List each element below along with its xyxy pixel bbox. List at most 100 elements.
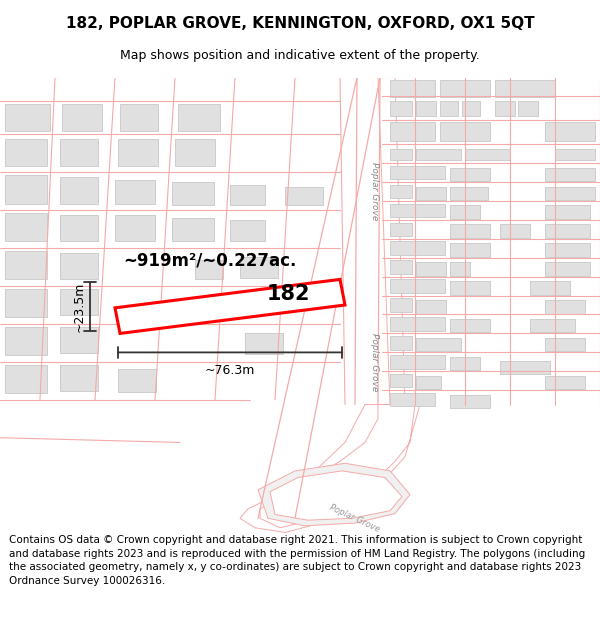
- Text: Contains OS data © Crown copyright and database right 2021. This information is : Contains OS data © Crown copyright and d…: [9, 535, 585, 586]
- Text: ~23.5m: ~23.5m: [73, 281, 86, 332]
- Bar: [450, 186, 488, 200]
- Bar: [118, 139, 158, 166]
- Bar: [500, 224, 530, 238]
- Bar: [450, 224, 490, 238]
- Bar: [555, 149, 595, 160]
- Bar: [390, 318, 445, 331]
- Bar: [450, 357, 480, 371]
- Bar: [390, 222, 412, 236]
- Bar: [5, 327, 47, 355]
- Bar: [285, 186, 323, 206]
- Bar: [545, 168, 595, 181]
- Bar: [60, 289, 98, 316]
- Bar: [230, 184, 265, 206]
- Bar: [416, 300, 446, 314]
- Bar: [118, 369, 156, 392]
- Bar: [450, 168, 490, 181]
- Bar: [545, 224, 590, 238]
- Bar: [60, 177, 98, 204]
- Bar: [60, 215, 98, 241]
- Bar: [390, 279, 445, 292]
- Bar: [390, 336, 412, 349]
- Bar: [195, 261, 223, 279]
- Bar: [495, 81, 555, 98]
- Bar: [390, 149, 412, 160]
- Bar: [390, 374, 412, 388]
- Bar: [390, 101, 412, 116]
- Bar: [60, 253, 98, 279]
- Bar: [545, 186, 595, 200]
- Bar: [450, 319, 490, 332]
- Bar: [390, 393, 435, 406]
- Bar: [440, 122, 490, 141]
- Text: 182, POPLAR GROVE, KENNINGTON, OXFORD, OX1 5QT: 182, POPLAR GROVE, KENNINGTON, OXFORD, O…: [65, 16, 535, 31]
- Bar: [245, 334, 283, 354]
- Bar: [172, 182, 214, 206]
- Bar: [390, 355, 445, 369]
- Text: Poplar Grove: Poplar Grove: [370, 332, 379, 391]
- Bar: [5, 175, 47, 204]
- Bar: [450, 395, 490, 408]
- Bar: [390, 166, 445, 179]
- Bar: [416, 338, 461, 351]
- Bar: [518, 101, 538, 116]
- Bar: [462, 101, 480, 116]
- Bar: [5, 365, 47, 393]
- Bar: [440, 101, 458, 116]
- Polygon shape: [258, 463, 410, 526]
- Bar: [390, 122, 435, 141]
- Text: Map shows position and indicative extent of the property.: Map shows position and indicative extent…: [120, 49, 480, 62]
- Bar: [390, 241, 445, 255]
- Bar: [450, 281, 490, 294]
- Bar: [545, 262, 590, 276]
- Bar: [5, 213, 47, 241]
- Bar: [545, 206, 590, 219]
- Polygon shape: [115, 279, 345, 334]
- Bar: [545, 300, 585, 314]
- Bar: [495, 101, 515, 116]
- Text: Poplar Grove: Poplar Grove: [328, 503, 382, 534]
- Bar: [120, 104, 158, 131]
- Bar: [440, 81, 490, 98]
- Bar: [450, 262, 470, 276]
- Bar: [62, 104, 102, 131]
- Polygon shape: [270, 471, 402, 520]
- Bar: [545, 122, 595, 141]
- Bar: [60, 327, 98, 353]
- Bar: [5, 251, 47, 279]
- Text: ~76.3m: ~76.3m: [205, 364, 255, 377]
- Bar: [115, 215, 155, 241]
- Bar: [450, 206, 480, 219]
- Bar: [390, 81, 435, 98]
- Bar: [416, 262, 446, 276]
- Bar: [60, 365, 98, 391]
- Bar: [545, 338, 585, 351]
- Bar: [172, 217, 214, 241]
- Bar: [390, 184, 412, 198]
- Bar: [530, 281, 570, 294]
- Text: ~919m²/~0.227ac.: ~919m²/~0.227ac.: [124, 251, 296, 269]
- Bar: [5, 139, 47, 166]
- Text: Poplar Grove: Poplar Grove: [370, 162, 379, 221]
- Bar: [5, 104, 50, 131]
- Bar: [416, 101, 436, 116]
- Bar: [230, 219, 265, 241]
- Polygon shape: [240, 78, 420, 532]
- Bar: [60, 139, 98, 166]
- Bar: [175, 139, 215, 166]
- Bar: [390, 298, 412, 312]
- Bar: [450, 243, 490, 257]
- Bar: [178, 104, 220, 131]
- Text: 182: 182: [266, 284, 310, 304]
- Bar: [416, 186, 446, 200]
- Bar: [416, 376, 441, 389]
- Bar: [240, 257, 278, 278]
- Bar: [545, 243, 590, 257]
- Bar: [530, 319, 575, 332]
- Bar: [390, 204, 445, 217]
- Bar: [545, 376, 585, 389]
- Bar: [500, 361, 550, 374]
- Bar: [465, 149, 510, 160]
- Bar: [115, 180, 155, 204]
- Bar: [5, 289, 47, 318]
